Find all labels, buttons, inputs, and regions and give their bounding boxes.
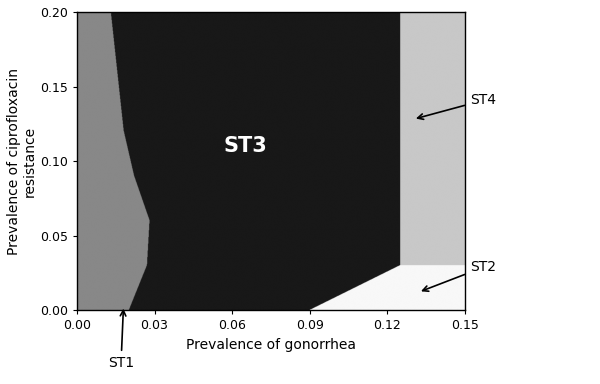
- Text: ST1: ST1: [108, 310, 134, 370]
- X-axis label: Prevalence of gonorrhea: Prevalence of gonorrhea: [186, 338, 356, 352]
- Text: ST3: ST3: [223, 136, 267, 156]
- Y-axis label: Prevalence of ciprofloxacin
resistance: Prevalence of ciprofloxacin resistance: [7, 68, 37, 255]
- Text: ST4: ST4: [418, 93, 496, 119]
- Text: ST2: ST2: [422, 260, 496, 291]
